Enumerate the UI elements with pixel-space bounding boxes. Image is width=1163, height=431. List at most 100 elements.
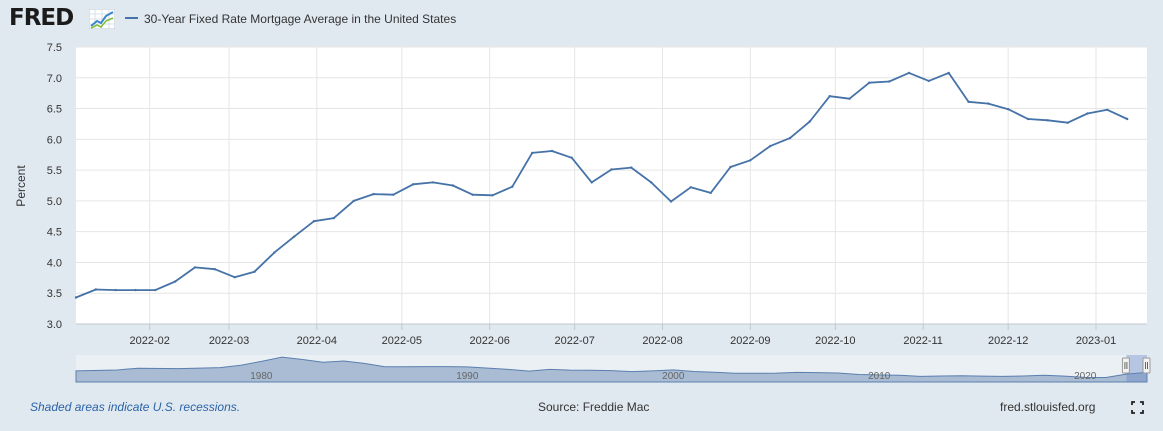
data-point[interactable]: [650, 181, 653, 184]
y-tick-label: 4.0: [47, 257, 62, 269]
data-point[interactable]: [1007, 108, 1010, 111]
data-point[interactable]: [273, 251, 276, 254]
data-point[interactable]: [372, 192, 375, 196]
y-tick-label: 3.0: [47, 319, 62, 331]
data-point[interactable]: [868, 81, 871, 84]
data-point[interactable]: [1086, 112, 1089, 115]
data-point[interactable]: [134, 288, 137, 292]
series-layer: [74, 71, 1129, 299]
navigator-year-label: 1990: [456, 371, 479, 382]
site-link[interactable]: fred.stlouisfed.org: [1000, 400, 1096, 414]
data-point[interactable]: [1046, 119, 1050, 122]
data-point[interactable]: [888, 80, 891, 83]
x-tick-label: 2023-01: [1076, 335, 1116, 347]
data-point[interactable]: [213, 268, 216, 271]
y-tick-label: 7.0: [47, 73, 62, 85]
data-point[interactable]: [570, 156, 573, 159]
data-point[interactable]: [590, 181, 593, 184]
data-point[interactable]: [451, 184, 454, 187]
legend-series-swatch: [125, 16, 138, 19]
fullscreen-icon[interactable]: [1131, 401, 1144, 414]
navigator-series-area: [75, 356, 1148, 383]
data-point[interactable]: [312, 220, 316, 223]
y-tick-label: 3.5: [47, 288, 62, 300]
data-point[interactable]: [808, 120, 811, 123]
data-point[interactable]: [471, 193, 474, 196]
legend-series-label: 30-Year Fixed Rate Mortgage Average in t…: [144, 11, 457, 26]
x-tick-label: 2022-06: [469, 335, 509, 347]
data-point[interactable]: [94, 288, 98, 291]
line-chart-icon: [89, 9, 115, 29]
navigator-year-label: 2020: [1074, 371, 1097, 382]
data-point[interactable]: [550, 149, 554, 153]
series-line[interactable]: [75, 72, 1128, 299]
data-point[interactable]: [1026, 117, 1030, 121]
data-point[interactable]: [630, 166, 633, 169]
data-point[interactable]: [927, 79, 930, 83]
data-point[interactable]: [907, 71, 911, 75]
x-tick-label: 2022-02: [129, 335, 169, 347]
fred-logo[interactable]: FRED: [9, 5, 74, 31]
data-point[interactable]: [511, 185, 514, 188]
source-note: Source: Freddie Mac: [538, 400, 650, 414]
data-point[interactable]: [193, 266, 197, 269]
data-point[interactable]: [1066, 121, 1069, 124]
x-tick-label: 2022-10: [815, 335, 855, 347]
data-point[interactable]: [531, 151, 534, 155]
mortgage-rate-chart[interactable]: 3.03.54.04.55.05.56.06.57.07.5 2022-02 20…: [0, 36, 1163, 392]
data-point[interactable]: [253, 270, 256, 273]
data-point[interactable]: [709, 191, 712, 195]
y-tick-label: 5.0: [47, 196, 62, 208]
data-point[interactable]: [729, 165, 732, 169]
data-point[interactable]: [293, 235, 296, 238]
data-point[interactable]: [848, 97, 851, 100]
data-point[interactable]: [967, 100, 970, 104]
data-point[interactable]: [412, 183, 415, 186]
data-point[interactable]: [610, 168, 613, 171]
x-tick-label: 2022-11: [903, 335, 943, 347]
grid-lines: [76, 46, 1147, 325]
y-tick-label: 7.5: [47, 42, 62, 54]
y-tick-label: 6.5: [47, 104, 62, 116]
navigator-year-label: 2010: [868, 371, 891, 382]
chart-legend[interactable]: 30-Year Fixed Rate Mortgage Average in t…: [125, 10, 456, 26]
y-tick-label: 6.0: [47, 134, 62, 146]
data-point[interactable]: [431, 181, 435, 184]
navigator-left-handle[interactable]: [1121, 357, 1130, 374]
data-point[interactable]: [491, 194, 494, 197]
y-axis: 3.0 3.5 4.0 4.5 5.0 5.5 6.0 6.5 7.0 7.5: [47, 42, 62, 331]
recession-note: Shaded areas indicate U.S. recessions.: [30, 400, 241, 414]
range-navigator[interactable]: 1980 1990 2000 2010 2020: [75, 355, 1151, 383]
data-point[interactable]: [689, 186, 692, 189]
x-tick-label: 2022-12: [988, 335, 1028, 347]
x-tick-label: 2022-05: [382, 335, 422, 347]
navigator-selected-window[interactable]: [1126, 355, 1147, 382]
data-point[interactable]: [669, 200, 673, 203]
data-point[interactable]: [769, 144, 772, 148]
x-tick-label: 2022-04: [297, 335, 337, 347]
data-point[interactable]: [233, 276, 236, 279]
data-point[interactable]: [1106, 108, 1109, 112]
data-point[interactable]: [352, 199, 355, 203]
data-point[interactable]: [332, 216, 335, 220]
data-point[interactable]: [947, 71, 950, 75]
x-tick-label: 2022-07: [554, 335, 594, 347]
data-point[interactable]: [174, 280, 177, 283]
data-point[interactable]: [828, 95, 831, 98]
y-axis-label: Percent: [14, 165, 28, 207]
data-point[interactable]: [987, 102, 990, 105]
plot-area: [76, 47, 1147, 324]
x-tick-label: 2022-09: [730, 335, 770, 347]
navigator-right-handle[interactable]: [1142, 357, 1151, 374]
data-point[interactable]: [74, 296, 78, 299]
data-point[interactable]: [154, 288, 157, 292]
data-point[interactable]: [749, 159, 752, 162]
data-point[interactable]: [392, 193, 395, 196]
x-tick-label: 2022-08: [642, 335, 682, 347]
data-point[interactable]: [788, 136, 792, 140]
data-point[interactable]: [1126, 117, 1129, 121]
x-axis: 2022-02 2022-03 2022-04 2022-05 2022-06 2022-…: [76, 323, 1147, 347]
navigator-year-label: 1980: [250, 371, 273, 382]
data-point[interactable]: [114, 288, 117, 292]
chart-header: FRED 30-Year Fixed Rate Mortgage Average…: [0, 0, 1163, 36]
